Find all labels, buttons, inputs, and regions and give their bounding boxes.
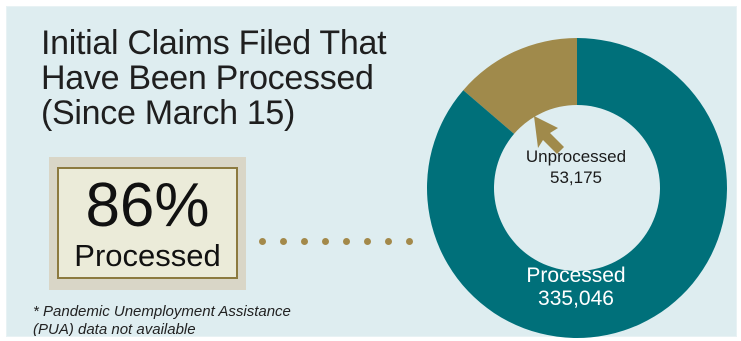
footnote-line-2: (PUA) data not available (33, 321, 196, 337)
slice-unprocessed (463, 38, 577, 134)
title-line-1: Initial Claims Filed That (41, 24, 387, 62)
footnote-line-1: * Pandemic Unemployment Assistance (33, 303, 291, 320)
connector-dot (259, 238, 266, 245)
processed-percent-frame: 86% Processed (57, 167, 238, 279)
connector-dot (301, 238, 308, 245)
pointer-arrow-icon (534, 116, 564, 154)
donut-chart-svg: Unprocessed 53,175 Processed 335,046 (427, 38, 727, 338)
processed-percent-value: 86% (85, 171, 210, 240)
slice-processed (427, 38, 727, 338)
unprocessed-label: Unprocessed (526, 147, 626, 166)
processed-label: Processed (526, 264, 625, 287)
unprocessed-value: 53,175 (550, 168, 602, 187)
connector-dot (280, 238, 287, 245)
connector-dot (343, 238, 350, 245)
title-line-2: Have Been Processed (41, 59, 374, 97)
footnote: * Pandemic Unemployment Assistance (PUA)… (33, 303, 373, 337)
connector-dot (385, 238, 392, 245)
dotted-connector (259, 238, 429, 248)
connector-dot (406, 238, 413, 245)
connector-dot (322, 238, 329, 245)
page-title: Initial Claims Filed That Have Been Proc… (41, 26, 441, 131)
processed-percent-label: Processed (74, 238, 221, 273)
processed-value: 335,046 (538, 287, 614, 310)
title-line-3: (Since March 15) (41, 94, 296, 132)
processed-percent-box: 86% Processed (49, 157, 246, 290)
donut-chart: Unprocessed 53,175 Processed 335,046 (418, 0, 741, 341)
connector-dot (364, 238, 371, 245)
